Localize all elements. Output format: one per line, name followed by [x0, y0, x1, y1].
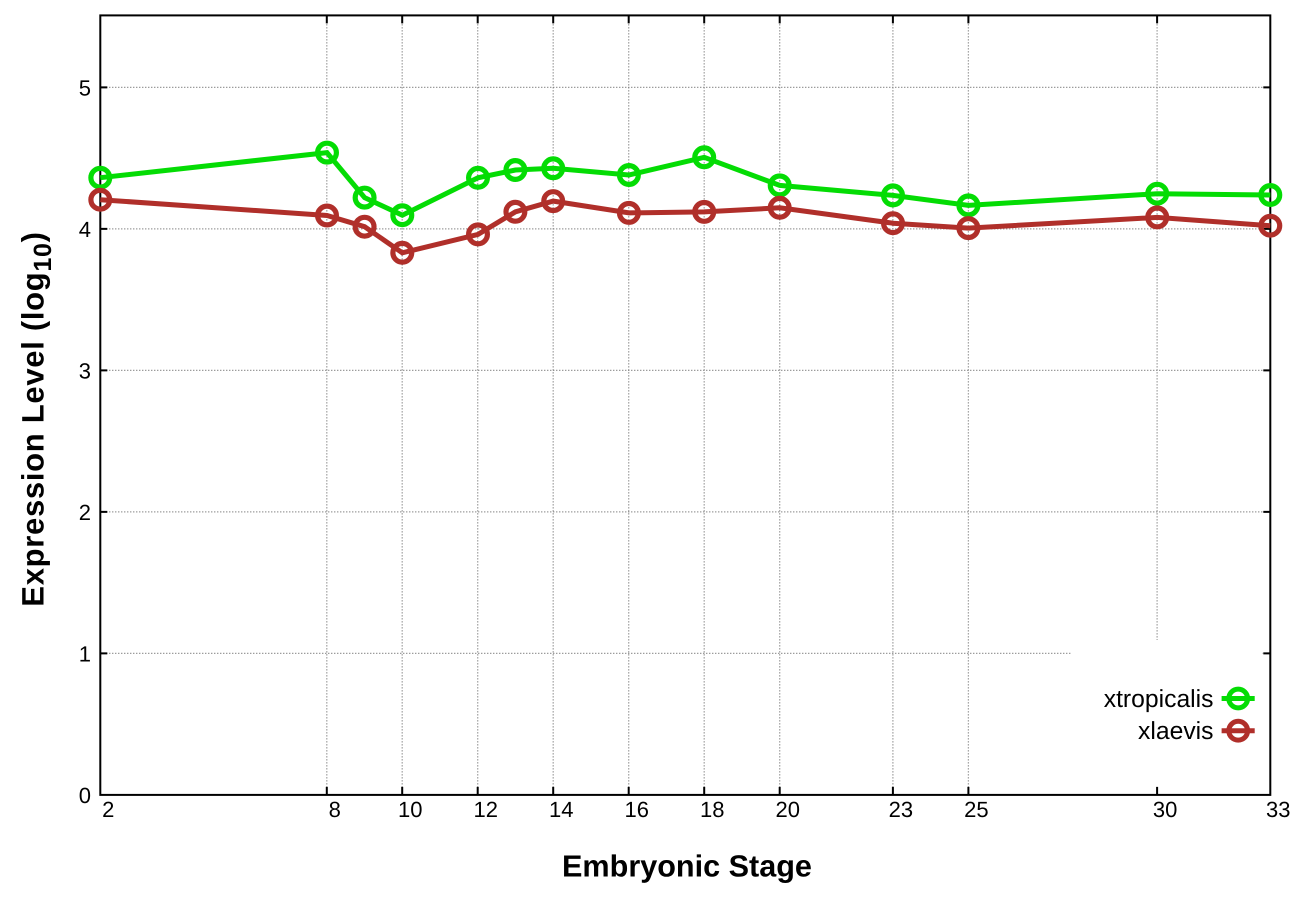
svg-text:33: 33: [1266, 797, 1290, 822]
svg-text:25: 25: [964, 797, 988, 822]
svg-text:Expression Level (log10): Expression Level (log10): [16, 231, 58, 606]
svg-text:2: 2: [102, 797, 114, 822]
svg-text:16: 16: [624, 797, 648, 822]
svg-text:xlaevis: xlaevis: [1138, 718, 1213, 745]
svg-text:5: 5: [79, 75, 91, 100]
svg-text:30: 30: [1153, 797, 1177, 822]
svg-text:4: 4: [79, 217, 91, 242]
svg-text:xtropicalis: xtropicalis: [1104, 686, 1214, 713]
svg-text:8: 8: [329, 797, 341, 822]
svg-text:12: 12: [473, 797, 497, 822]
svg-text:14: 14: [549, 797, 573, 822]
svg-text:0: 0: [79, 783, 91, 808]
svg-text:Embryonic Stage: Embryonic Stage: [562, 849, 812, 883]
svg-text:18: 18: [700, 797, 724, 822]
svg-text:1: 1: [79, 641, 91, 666]
svg-text:2: 2: [79, 500, 91, 525]
svg-text:20: 20: [775, 797, 799, 822]
svg-text:3: 3: [79, 358, 91, 383]
svg-text:23: 23: [889, 797, 913, 822]
svg-text:10: 10: [398, 797, 422, 822]
